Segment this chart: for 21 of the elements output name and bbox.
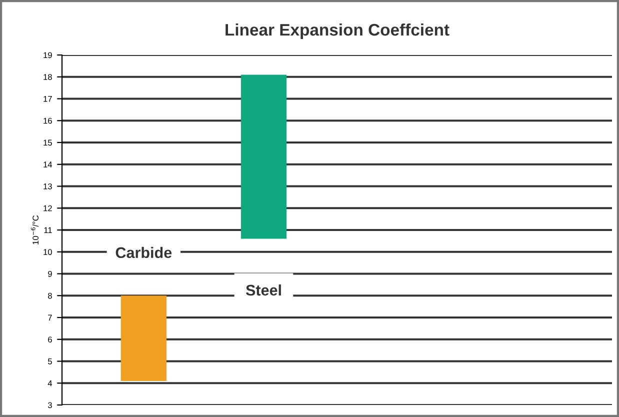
y-tick-label: 8 <box>48 292 52 299</box>
y-tick-label: 14 <box>44 162 52 168</box>
y-tick-label: 16 <box>44 118 52 124</box>
chart-title: Linear Expansion Coeffcient <box>226 23 450 40</box>
x-tick-label: Steel <box>246 284 281 296</box>
y-tick-label: 6 <box>48 336 52 342</box>
y-tick-label: 4 <box>48 380 52 386</box>
y-tick-label: 12 <box>44 205 52 212</box>
y-axis-title: 10$^{−6}$/°C <box>30 215 39 244</box>
x-tick-label: Carbide <box>116 246 172 258</box>
y-tick-label: 13 <box>44 183 52 190</box>
y-tick-label: 7 <box>48 314 52 321</box>
y-tick-label: 15 <box>44 140 52 146</box>
y-tick-label: 3 <box>48 402 52 408</box>
y-tick-label: 10 <box>44 249 52 255</box>
y-tick-label: 11 <box>44 227 52 234</box>
y-tick-label: 17 <box>44 96 52 102</box>
y-tick-label: 9 <box>48 270 52 277</box>
y-tick-label: 5 <box>48 358 52 364</box>
y-tick-label: 19 <box>44 52 52 58</box>
y-tick-label: 18 <box>44 74 52 80</box>
